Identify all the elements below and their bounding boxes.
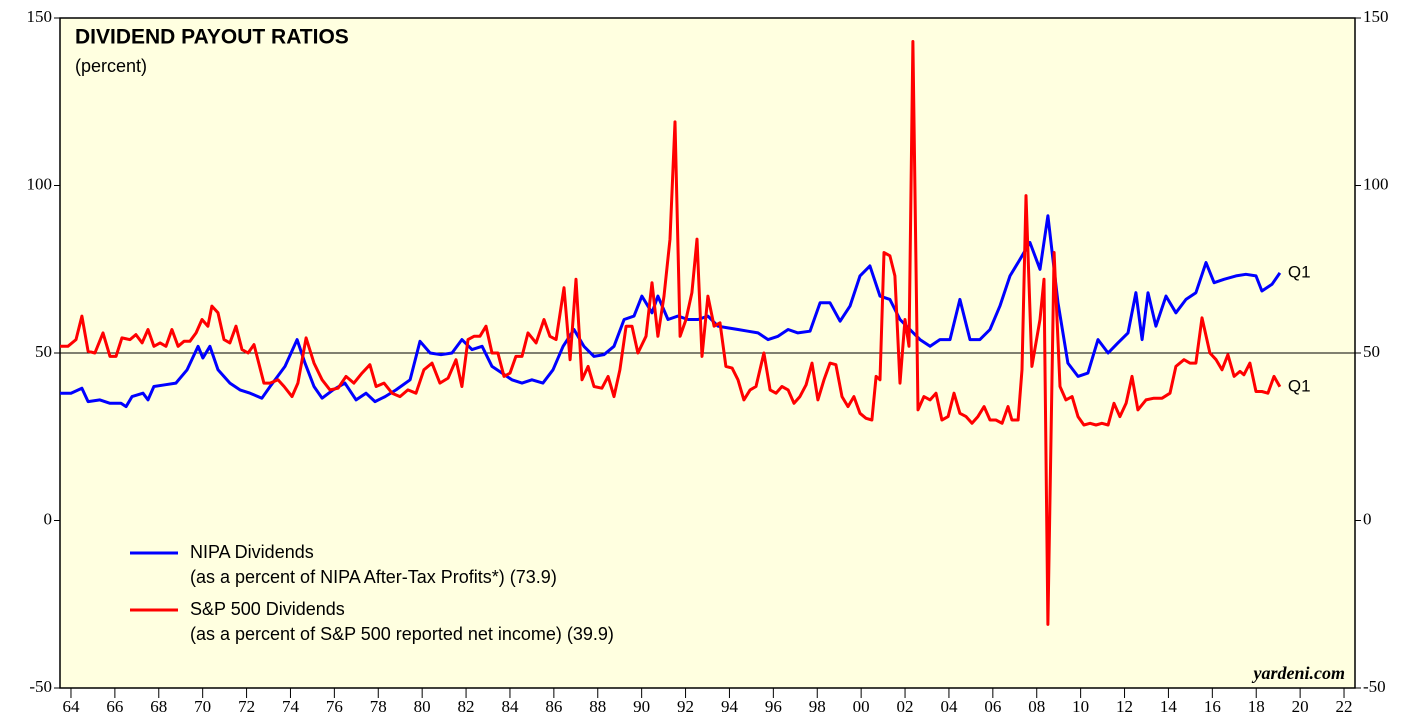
y-tick-label: 150 xyxy=(27,7,53,26)
x-tick-label: 10 xyxy=(1072,697,1089,716)
x-tick-label: 04 xyxy=(940,697,958,716)
x-tick-label: 20 xyxy=(1292,697,1309,716)
x-tick-label: 88 xyxy=(589,697,606,716)
x-tick-label: 16 xyxy=(1204,697,1221,716)
end-label: Q1 xyxy=(1288,262,1311,281)
chart-title: DIVIDEND PAYOUT RATIOS xyxy=(75,26,349,49)
chart-subtitle: (percent) xyxy=(75,56,147,76)
legend-description: (as a percent of NIPA After-Tax Profits*… xyxy=(190,567,557,587)
legend-description: (as a percent of S&P 500 reported net in… xyxy=(190,624,614,644)
x-tick-label: 80 xyxy=(414,697,431,716)
y2-tick-label: 100 xyxy=(1363,174,1389,193)
legend-label: S&P 500 Dividends xyxy=(190,599,345,619)
x-tick-label: 12 xyxy=(1116,697,1133,716)
x-tick-label: 84 xyxy=(501,697,519,716)
y-tick-label: 50 xyxy=(35,342,52,361)
x-tick-label: 68 xyxy=(150,697,167,716)
source: yardeni.com xyxy=(1252,663,1346,683)
y-tick-label: 100 xyxy=(27,174,53,193)
x-tick-label: 94 xyxy=(721,697,739,716)
x-tick-label: 92 xyxy=(677,697,694,716)
y2-tick-label: 150 xyxy=(1363,7,1389,26)
x-tick-label: 74 xyxy=(282,697,300,716)
x-tick-label: 00 xyxy=(853,697,870,716)
x-tick-label: 02 xyxy=(897,697,914,716)
x-tick-label: 78 xyxy=(370,697,387,716)
series-line xyxy=(60,214,1282,409)
x-tick-label: 22 xyxy=(1336,697,1353,716)
x-tick-label: 66 xyxy=(106,697,123,716)
legend-label: NIPA Dividends xyxy=(190,542,314,562)
y2-tick-label: -50 xyxy=(1363,677,1386,696)
x-tick-label: 64 xyxy=(62,697,80,716)
y2-tick-label: 0 xyxy=(1363,509,1372,528)
x-tick-label: 08 xyxy=(1028,697,1045,716)
x-tick-label: 72 xyxy=(238,697,255,716)
x-tick-label: 14 xyxy=(1160,697,1178,716)
x-tick-label: 06 xyxy=(984,697,1001,716)
y-tick-label: 0 xyxy=(44,509,53,528)
y-tick-label: -50 xyxy=(29,677,52,696)
series-line xyxy=(60,40,1282,626)
x-tick-label: 98 xyxy=(809,697,826,716)
x-tick-label: 90 xyxy=(633,697,650,716)
x-tick-label: 86 xyxy=(545,697,562,716)
x-tick-label: 82 xyxy=(458,697,475,716)
end-label: Q1 xyxy=(1288,376,1311,395)
x-tick-label: 18 xyxy=(1248,697,1265,716)
x-tick-label: 96 xyxy=(765,697,782,716)
x-tick-label: 76 xyxy=(326,697,343,716)
y2-tick-label: 50 xyxy=(1363,342,1380,361)
x-tick-label: 70 xyxy=(194,697,211,716)
